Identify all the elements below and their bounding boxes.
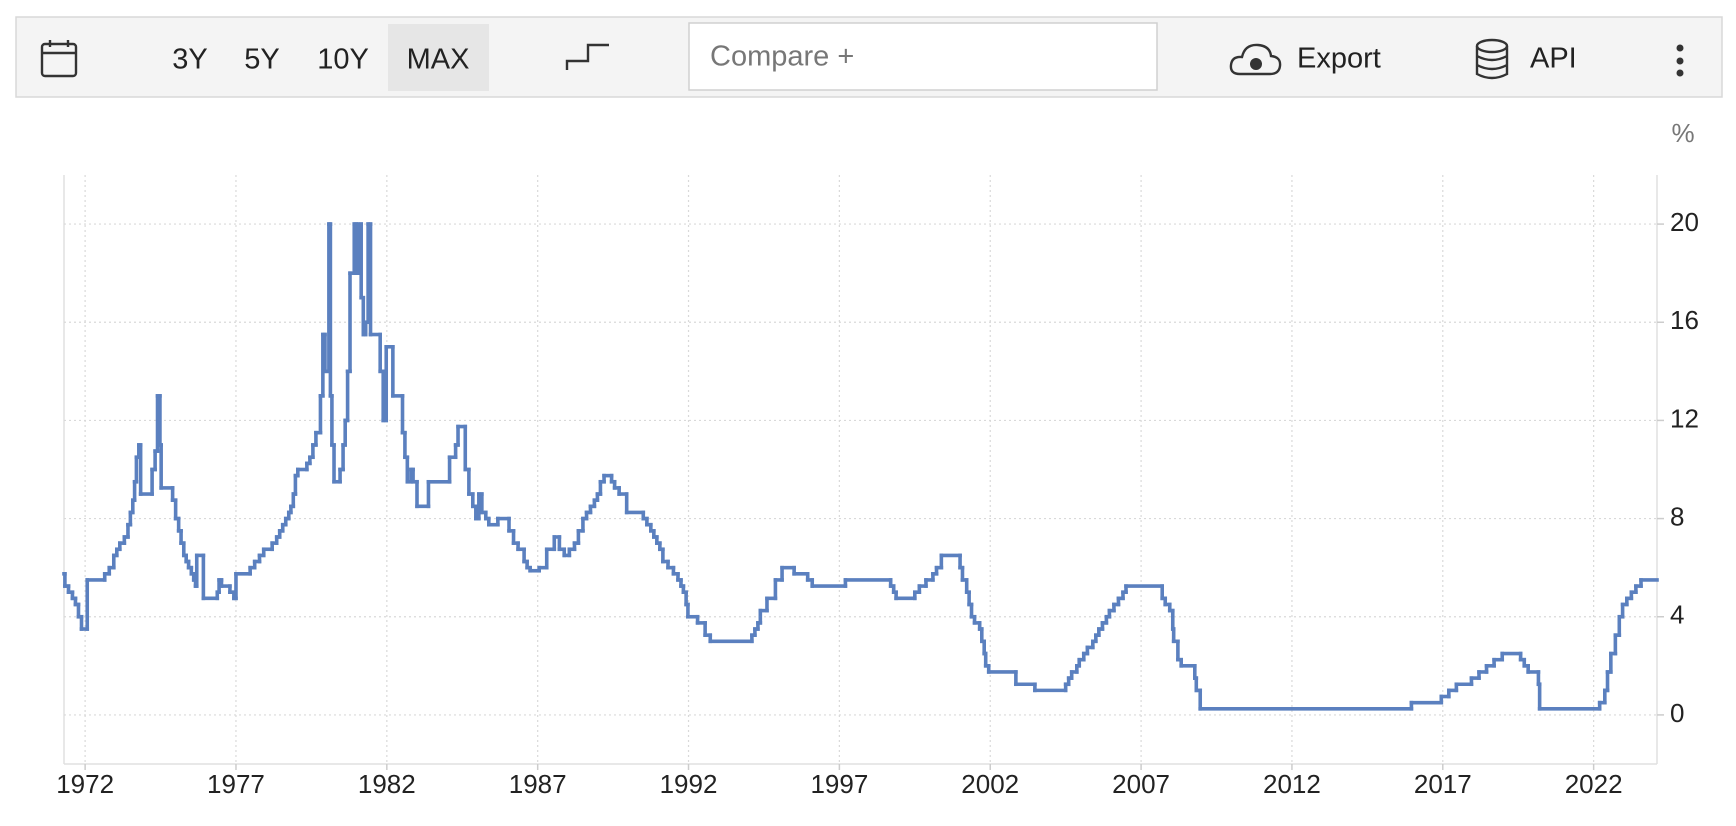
y-tick-label: 20 <box>1670 207 1699 237</box>
menu-dot <box>1676 57 1684 65</box>
y-tick-label: 12 <box>1670 403 1699 433</box>
x-tick-label: 2017 <box>1414 769 1472 799</box>
compare-input[interactable] <box>688 22 1158 91</box>
plot: 0 4 8 12 16 20 1972 1977 1982 1987 1992 1997 2002 200… <box>56 175 1699 799</box>
x-tick-label: 2022 <box>1565 769 1623 799</box>
range-button[interactable]: 3Y <box>172 44 207 76</box>
menu-dot <box>1676 69 1684 77</box>
x-tick-label: 1997 <box>810 769 868 799</box>
x-tick-label: 1987 <box>509 769 567 799</box>
api-button[interactable]: API <box>1475 38 1577 80</box>
range-button[interactable]: 10Y <box>317 44 369 76</box>
x-tick-label: 1982 <box>358 769 416 799</box>
calendar-button[interactable] <box>40 40 78 78</box>
db-icon-body <box>1475 46 1509 80</box>
x-tick-label: 2007 <box>1112 769 1170 799</box>
x-tick-label: 1977 <box>207 769 265 799</box>
y-tick-label: 16 <box>1670 305 1699 335</box>
y-unit: % <box>1671 118 1694 148</box>
step-chart-button[interactable] <box>565 43 609 70</box>
y-tick-label: 4 <box>1670 600 1684 630</box>
menu-dot <box>1676 44 1684 52</box>
api-label: API <box>1530 43 1577 75</box>
y-tick-label: 8 <box>1670 501 1684 531</box>
x-tick-label: 2002 <box>961 769 1019 799</box>
export-label: Export <box>1297 43 1381 75</box>
export-button[interactable]: Export <box>1229 43 1381 76</box>
download-dot <box>1250 58 1262 70</box>
range-button-active[interactable]: MAX <box>407 44 470 76</box>
more-menu[interactable] <box>1676 44 1684 77</box>
x-tick-label: 2012 <box>1263 769 1321 799</box>
cloud-icon <box>1229 43 1282 76</box>
compare-placeholder: Compare + <box>710 41 854 73</box>
range-button[interactable]: 5Y <box>244 44 279 76</box>
calendar-icon <box>40 42 78 78</box>
range-active-bg <box>388 24 489 91</box>
y-tick-label: 0 <box>1670 698 1684 728</box>
x-tick-label: 1972 <box>56 769 114 799</box>
x-tick-label: 1992 <box>660 769 718 799</box>
